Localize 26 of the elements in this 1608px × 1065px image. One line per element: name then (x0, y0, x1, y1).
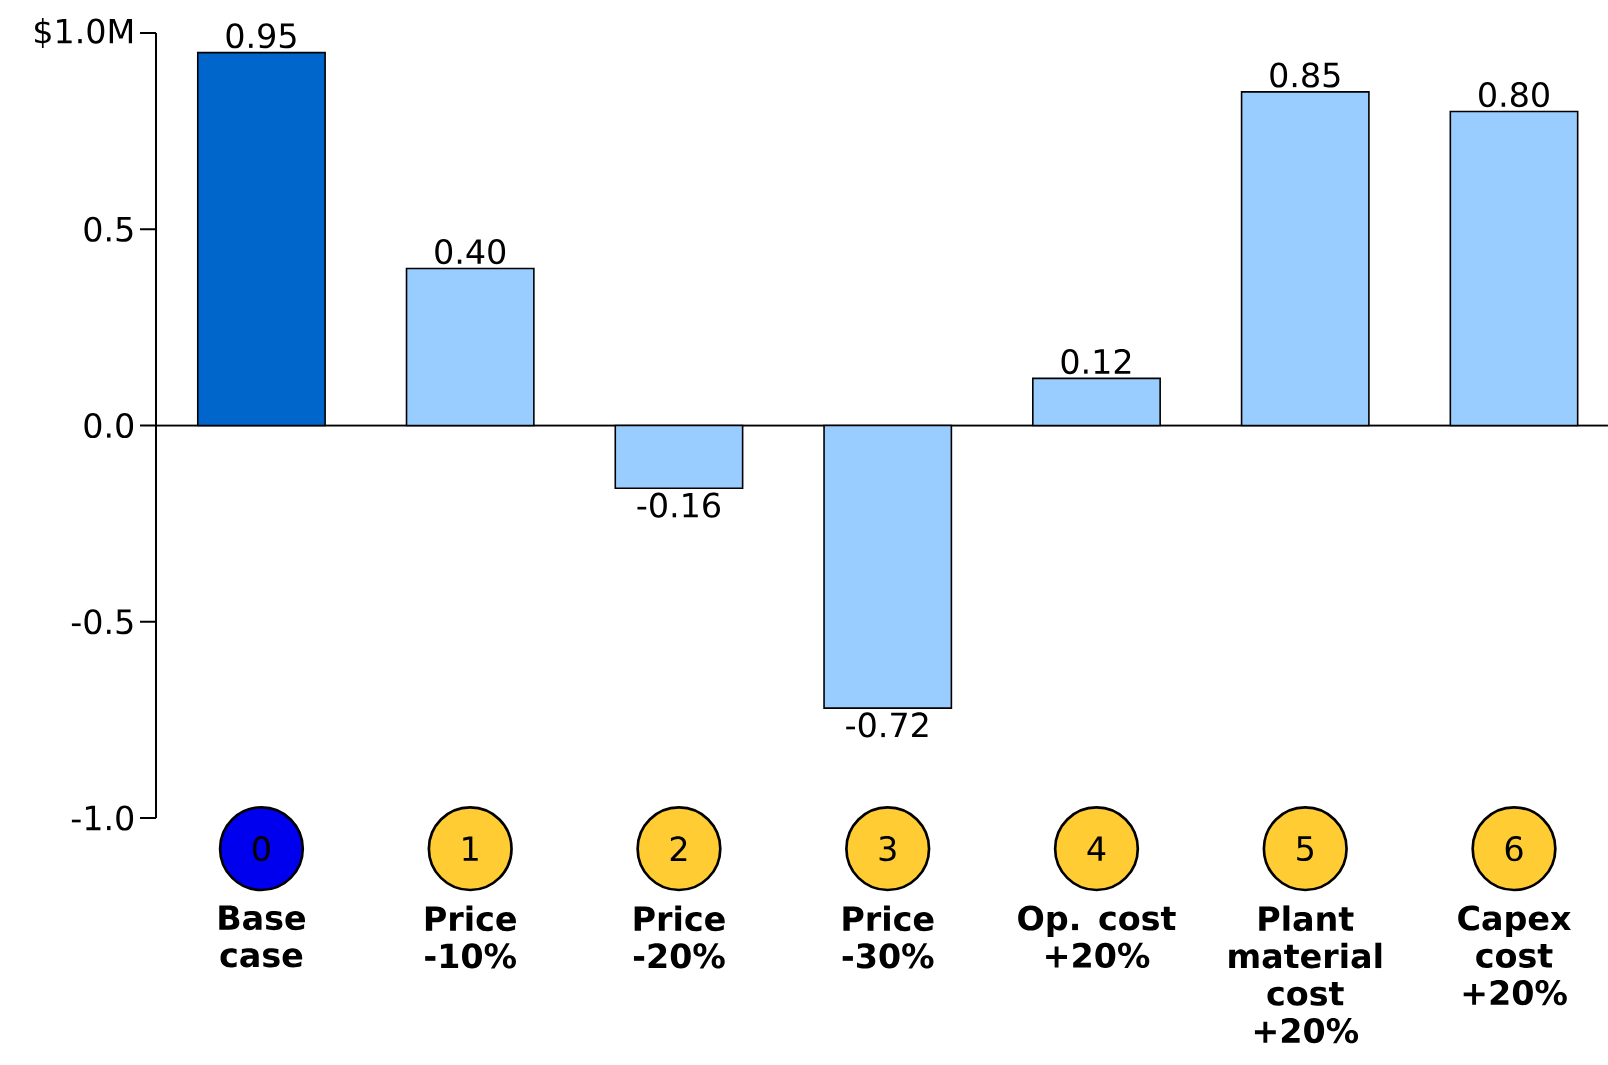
text: 5 (1297, 836, 1313, 862)
data-label: 0.40 (435, 239, 506, 265)
y-tick-label: -0.5 (71, 609, 133, 635)
y-tick-label: -1.0 (71, 805, 134, 831)
data-label: 0.85 (1270, 62, 1340, 88)
x-tick-label: Price -10% (425, 905, 516, 969)
x-tick-label: Plant material cost +20% (1229, 905, 1382, 1044)
data-label: 0.12 (1061, 348, 1131, 375)
text: 0 (253, 836, 270, 862)
text: 2 (670, 836, 687, 862)
text: 6 (1505, 836, 1523, 862)
data-label: -0.16 (637, 492, 720, 518)
data-label: 0.80 (1479, 82, 1549, 108)
data-label: -0.72 (846, 712, 928, 738)
text: 3 (879, 836, 896, 862)
text: 4 (1087, 836, 1106, 861)
y-tick-label: 0.0 (84, 412, 134, 439)
x-tick-label: Base case (219, 905, 305, 968)
x-tick-label: Price -20% (633, 905, 725, 969)
y-tick-label: $1.0M (35, 17, 133, 49)
x-tick-label: Op. cost +20% (1018, 905, 1176, 968)
data-label: 0.95 (226, 23, 296, 49)
x-tick-label: Price -30% (842, 905, 934, 969)
x-tick-label: Capex cost +20% (1458, 905, 1571, 1006)
text: 1 (463, 836, 478, 861)
y-tick-label: 0.5 (84, 216, 133, 242)
